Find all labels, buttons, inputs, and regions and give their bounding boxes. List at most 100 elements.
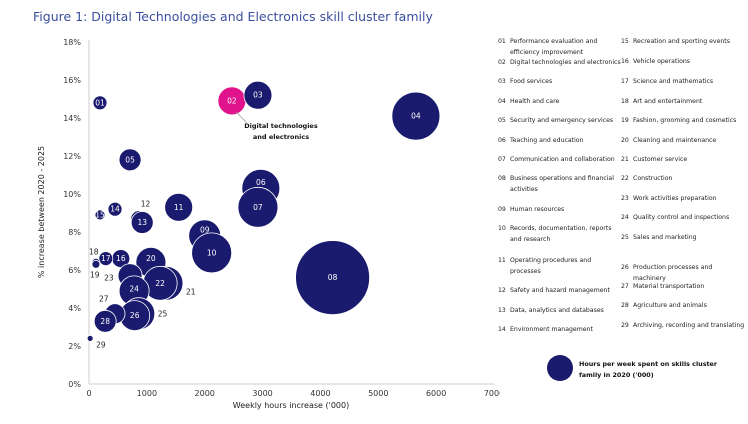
bubble-label-12: 12 [141,200,151,209]
bubble-label-27: 27 [99,295,109,304]
y-tick-label: 16% [63,76,81,85]
legend-item-text: Agriculture and animals [633,302,707,309]
legend-item-13: 13 Data, analytics and databases [498,305,623,316]
legend-item-27: 27 Material transportation [621,281,746,292]
bubble-label-10: 10 [207,248,217,257]
bubble-label-17: 17 [101,254,111,263]
size-legend-bubble-icon [547,355,573,381]
legend-item-text: Safety and hazard management [510,287,610,294]
legend-item-text: Operating procedures and processes [510,257,592,275]
y-tick-label: 0% [68,380,81,389]
y-tick-label: 2% [68,342,81,351]
legend-item-25: 25 Sales and marketing [621,232,746,243]
x-tick-label: 7000 [484,389,500,398]
legend-item-number: 23 [621,195,629,202]
legend-item-11: 11 Operating procedures and processes [498,255,623,277]
legend-item-06: 06 Teaching and education [498,135,623,146]
x-tick-label: 6000 [426,389,446,398]
legend-item-number: 26 [621,264,629,271]
legend-item-01: 01 Performance evaluation and efficiency … [498,36,623,58]
bubble-label-16: 16 [116,254,126,263]
x-tick-label: 4000 [310,389,330,398]
y-tick-label: 6% [68,266,81,275]
x-tick-label: 2000 [195,389,215,398]
x-tick-label: 1000 [137,389,157,398]
x-axis-label: Weekly hours increase ('000) [233,401,349,410]
bubble-label-20: 20 [146,254,156,263]
legend-item-16: 16 Vehicle operations [621,56,746,67]
bubble-05 [118,148,142,172]
legend-item-text: Production processes and machinery [633,264,713,282]
legend-item-24: 24 Quality control and inspections [621,212,746,223]
legend-item-text: Security and emergency services [510,117,614,124]
bubble-label-01: 01 [95,98,105,107]
legend-item-text: Science and mathematics [633,78,714,85]
legend-item-20: 20 Cleaning and maintenance [621,135,746,146]
legend-item-23: 23 Work activities preparation [621,193,746,204]
legend-item-text: Environment management [510,326,593,333]
legend-item-19: 19 Fashion, grooming and cosmetics [621,115,746,126]
bubble-11 [164,192,194,222]
legend-item-text: Business operations and financial activi… [510,175,614,193]
bubble-label-23: 23 [104,274,114,283]
bubble-label-15: 15 [95,210,105,219]
legend-item-number: 18 [621,98,629,105]
x-tick-label: 0 [86,389,91,398]
bubble-label-18: 18 [89,247,99,256]
bubble-13 [130,211,154,234]
bubble-label-21: 21 [186,287,196,296]
legend-item-text: Work activities preparation [633,195,717,202]
legend-item-text: Sales and marketing [633,234,697,241]
bubble-label-19: 19 [90,270,100,279]
legend-item-number: 29 [621,322,629,329]
annotation-line-1: Digital technologies [244,122,318,130]
bubble-03 [243,80,273,110]
bubble-label-11: 11 [174,203,184,212]
y-tick-label: 8% [68,228,81,237]
legend-item-text: Construction [633,175,673,182]
legend-item-number: 17 [621,78,629,85]
legend-item-26: 26 Production processes and machinery [621,262,746,284]
annotation-leader-line [235,111,248,124]
x-tick-label: 3000 [252,389,272,398]
bubble-label-07: 07 [253,203,263,212]
legend-item-04: 04 Health and care [498,96,623,107]
bubble-label-14: 14 [110,205,120,214]
legend-item-09: 09 Human resources [498,204,623,215]
legend-item-text: Digital technologies and electronics [510,59,621,66]
x-tick-label: 5000 [368,389,388,398]
legend-item-10: 10 Records, documentation, reports and re… [498,223,623,245]
legend-item-text: Quality control and inspections [633,214,730,221]
legend-item-21: 21 Customer service [621,154,746,165]
bubble-label-13: 13 [137,218,147,227]
legend-item-text: Communication and collaboration [510,156,615,163]
legend-item-number: 19 [621,117,629,124]
legend-item-15: 15 Recreation and sporting events [621,36,746,47]
legend-item-17: 17 Science and mathematics [621,76,746,87]
legend-item-text: Archiving, recording and translating [633,322,745,329]
legend-item-03: 03 Food services [498,76,623,87]
legend-item-text: Customer service [633,156,688,163]
bubble-29 [86,334,94,342]
bubble-14 [107,201,123,217]
bubble-label-29: 29 [96,340,106,349]
legend-item-number: 16 [621,58,629,65]
bubble-chart: 0% 2% 4% 6% 8% 10% 12% 14% 16% 18% 0 1000 2000 3000 4… [37,38,500,410]
legend-item-number: 21 [621,156,629,163]
legend-item-text: Health and care [510,98,560,105]
legend-item-text: Human resources [510,206,565,213]
bubble-17 [98,251,114,267]
legend-item-14: 14 Environment management [498,324,623,335]
bubble-label-03: 03 [253,91,263,100]
legend-item-number: 28 [621,302,629,309]
legend-item-07: 07 Communication and collaboration [498,154,623,165]
legend-item-text: Cleaning and maintenance [633,137,717,144]
y-tick-label: 4% [68,304,81,313]
chart-title: Figure 1: Digital Technologies and Elect… [33,9,433,24]
y-tick-label: 10% [63,190,81,199]
size-legend-text: Hours per week spent on skills cluster f… [579,360,718,379]
legend-item-28: 28 Agriculture and animals [621,300,746,311]
legend-item-text: Material transportation [633,283,705,290]
legend-item-text: Teaching and education [510,137,584,144]
legend-item-number: 22 [621,175,629,182]
